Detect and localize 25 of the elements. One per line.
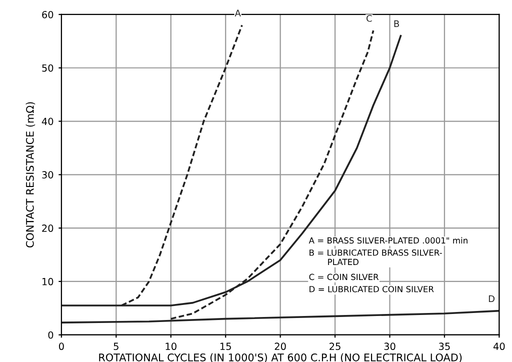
series-label: D — [488, 295, 494, 302]
annotation: C = COIN SILVER — [309, 274, 379, 280]
x-tick-label: 5 — [114, 342, 118, 350]
x-tick-label: 20 — [274, 342, 286, 350]
annotation: D = LUBRICATED COIN SILVER — [310, 286, 434, 292]
x-tick-label: 25 — [330, 342, 340, 350]
y-tick-label: 30 — [42, 171, 54, 178]
y-tick-label: 60 — [42, 10, 54, 18]
y-axis-title: CONTACT RESISTANCE (mΩ) — [26, 102, 36, 248]
annotation: A = BRASS SILVER-PLATED .0001" min — [308, 237, 468, 244]
y-tick-label: 20 — [42, 224, 54, 232]
x-tick-label: 35 — [439, 342, 450, 350]
series-label: C — [366, 14, 372, 22]
series-label: A — [234, 10, 241, 16]
annotation: B = LUBRICATED BRASS SILVER- PLATED — [310, 249, 442, 265]
y-tick-label: 10 — [42, 278, 54, 286]
x-tick-label: 40 — [493, 342, 505, 350]
x-tick-label: 30 — [384, 342, 396, 350]
y-tick-label: 50 — [42, 64, 54, 72]
x-tick-label: 15 — [220, 342, 231, 350]
y-tick-label: 0 — [48, 331, 54, 339]
series-label: B — [394, 20, 399, 28]
x-tick-label: 10 — [166, 342, 176, 350]
x-tick-label: 0 — [58, 342, 64, 350]
y-tick-label: 40 — [42, 118, 54, 126]
